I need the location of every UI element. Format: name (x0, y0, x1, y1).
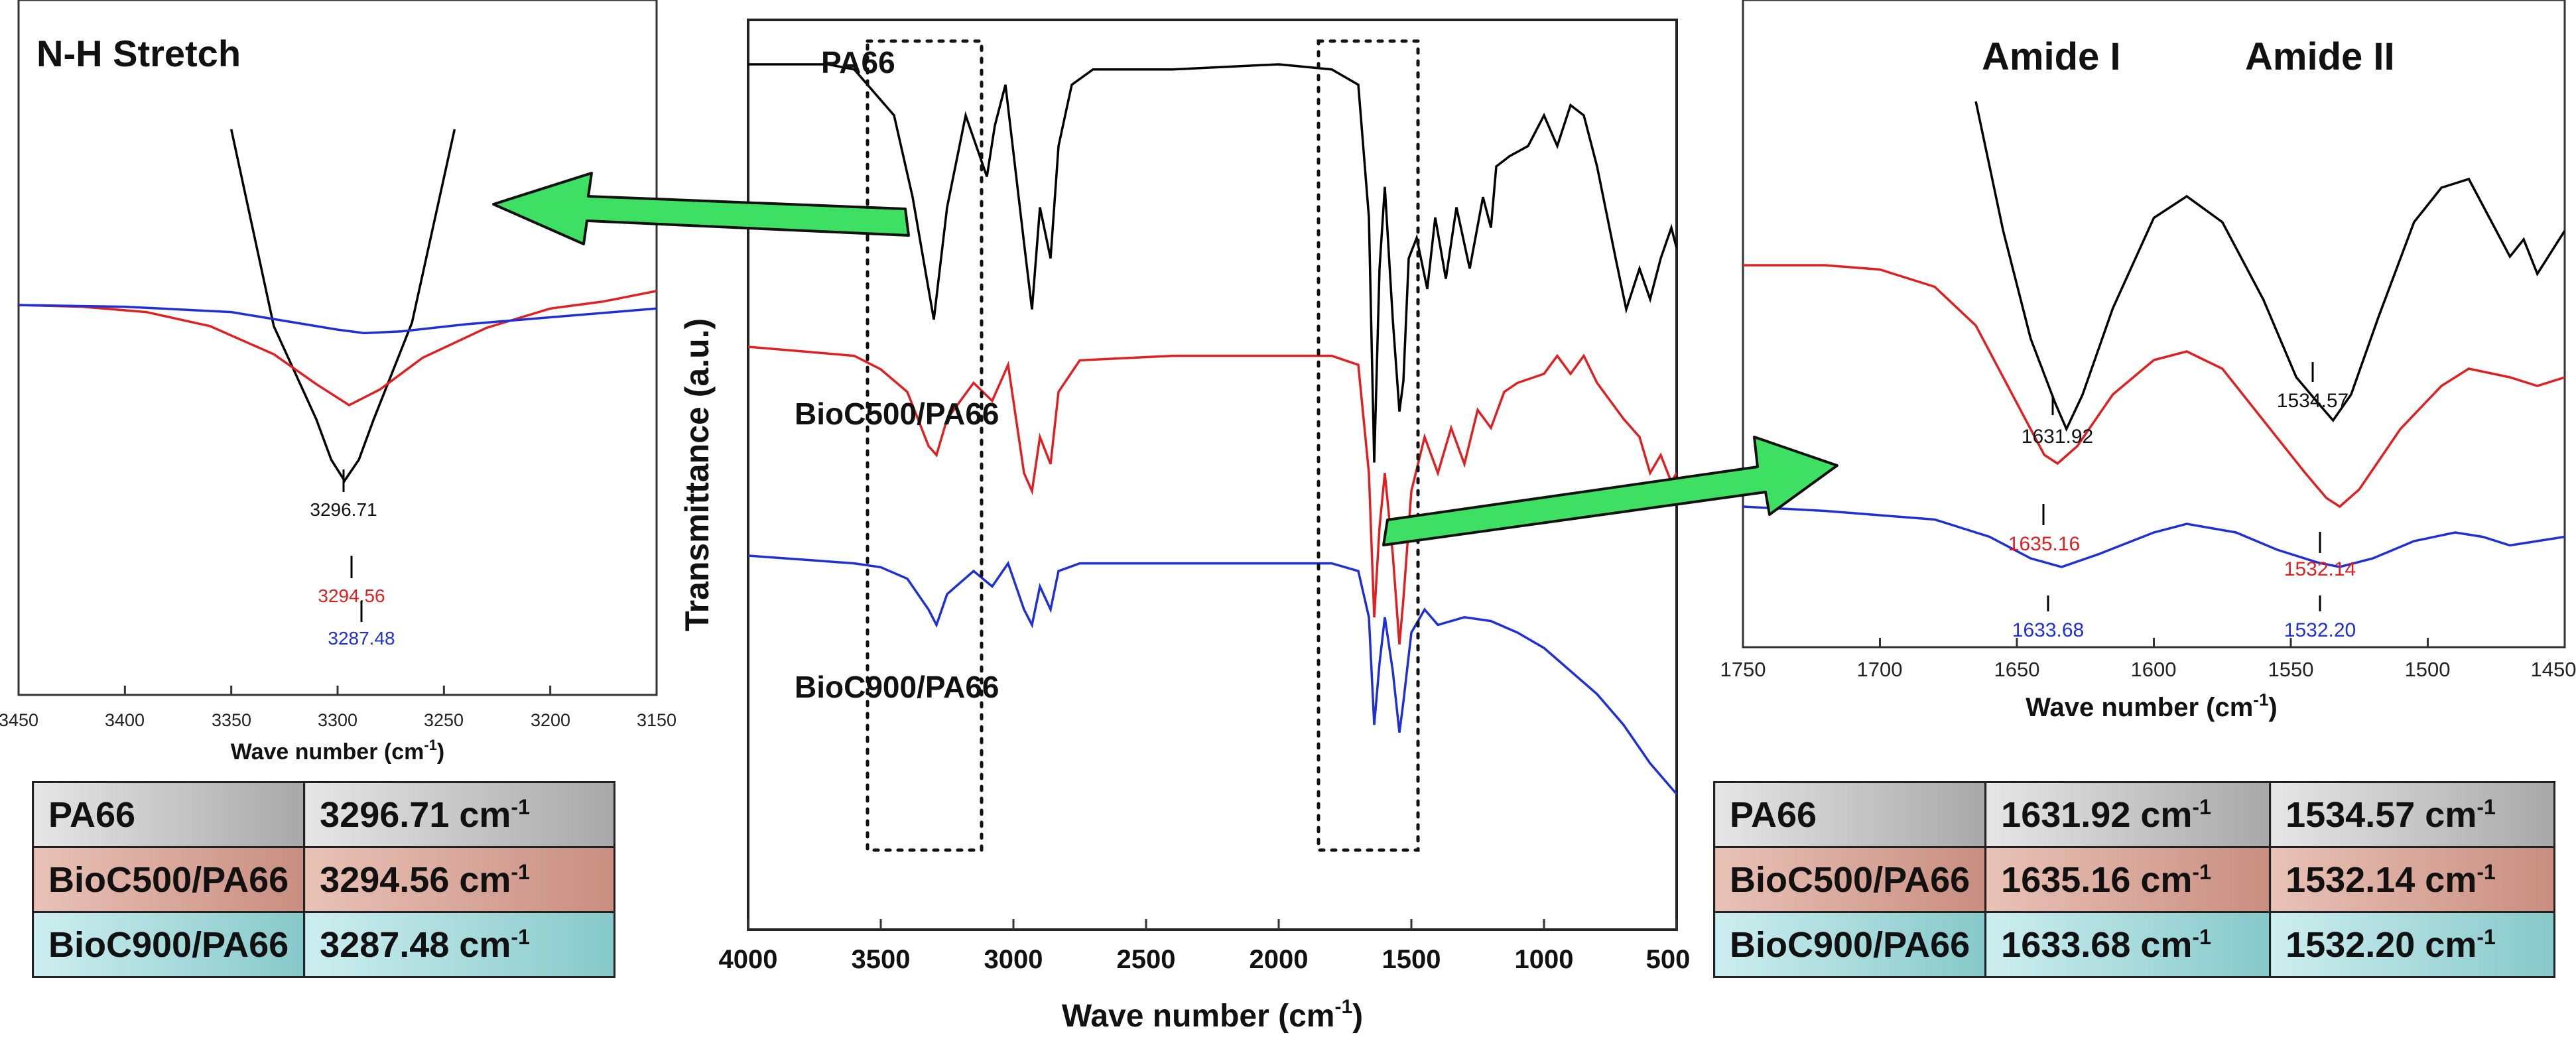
right-x-tick-label: 1700 (1857, 658, 1903, 681)
left-series-bioc900 (19, 304, 657, 335)
right-x-axis-label: Wave number (cm-1) (2026, 690, 2278, 722)
table-cell-sample: PA66 (31, 781, 306, 848)
full-spectrum-plot: Transmittance (a.u.) 4000 3500 3000 2500… (678, 19, 1691, 1034)
table-cell-sample: PA66 (1712, 781, 1987, 848)
table-row: BioC900/PA66 3287.48 cm-1 (31, 911, 615, 978)
left-x-tick-label: 3200 (531, 710, 570, 730)
right-x-tick-label: 1450 (2531, 658, 2576, 681)
table-cell-sample: BioC500/PA66 (31, 846, 306, 913)
nh-stretch-plot: N-H Stretch 3450 3400 3350 3300 3250 320… (0, 0, 676, 765)
right-peak-label-pa66-1: 1631.92 (2022, 426, 2093, 448)
center-x-tick-label: 2000 (1250, 945, 1309, 974)
table-cell-sample: BioC900/PA66 (31, 911, 306, 978)
table-cell-value: 3296.71 cm-1 (303, 781, 615, 848)
table-cell-sample: BioC900/PA66 (1712, 911, 1987, 978)
left-peak-label-pa66: 3296.71 (310, 499, 377, 520)
left-plot-title: N-H Stretch (36, 32, 241, 74)
right-x-tick-label: 1550 (2268, 658, 2314, 681)
left-series-bioc500 (19, 290, 657, 407)
center-x-tick-label: 4000 (719, 945, 778, 974)
center-y-axis-label: Transmittance (a.u.) (678, 318, 716, 631)
table-cell-value: 1631.92 cm-1 (1984, 781, 2272, 848)
left-x-axis: 3450 3400 3350 3300 3250 3200 3150 Wave … (0, 686, 676, 765)
amide-i-title: Amide I (1982, 35, 2121, 78)
center-series-bioc900 (748, 554, 1677, 795)
table-cell-value: 3287.48 cm-1 (303, 911, 615, 978)
right-peak-label-bioc900-2: 1532.20 (2284, 619, 2356, 641)
table-row: PA66 3296.71 cm-1 (31, 781, 615, 848)
center-series-pa66 (748, 63, 1677, 463)
center-x-tick-label: 2500 (1117, 945, 1176, 974)
right-peak-label-bioc500-1: 1635.16 (2008, 533, 2080, 555)
amide-plot: 1750 1700 1650 1600 1550 1500 1450 Wave … (1720, 0, 2576, 722)
center-x-tick-label: 3500 (852, 945, 911, 974)
amide-ii-title: Amide II (2245, 35, 2395, 78)
table-row: BioC500/PA66 1635.16 cm-1 1532.14 cm-1 (1712, 846, 2555, 913)
center-x-tick-label: 500 (1646, 945, 1691, 974)
arrow-to-amide-icon (1382, 436, 1838, 546)
nh-stretch-table: PA66 3296.71 cm-1 BioC500/PA66 3294.56 c… (31, 781, 615, 978)
nh-region-box (866, 39, 984, 852)
center-label-bioc900: BioC900/PA66 (795, 670, 999, 704)
center-series-bioc500 (748, 345, 1677, 645)
left-x-tick-label: 3300 (318, 710, 357, 730)
left-x-tick-label: 3250 (424, 710, 464, 730)
right-series-bioc500 (1743, 264, 2565, 509)
center-label-bioc500: BioC500/PA66 (795, 397, 999, 431)
center-plot-frame (747, 19, 1678, 931)
center-x-axis-label: Wave number (cm-1) (1062, 996, 1363, 1034)
right-x-tick-label: 1500 (2405, 658, 2451, 681)
table-row: PA66 1631.92 cm-1 1534.57 cm-1 (1712, 781, 2555, 848)
table-cell-value: 1635.16 cm-1 (1984, 846, 2272, 913)
arrow-to-nh-stretch-icon (492, 172, 910, 245)
center-x-tick-marks (747, 919, 1678, 930)
right-series-bioc900 (1743, 505, 2565, 568)
center-x-tick-label: 1000 (1515, 945, 1574, 974)
right-x-tick-marks (1742, 638, 2566, 647)
table-cell-sample: BioC500/PA66 (1712, 846, 1987, 913)
left-peak-label-bioc900: 3287.48 (328, 628, 395, 649)
table-cell-value: 1633.68 cm-1 (1984, 911, 2272, 978)
left-x-tick-label: 3450 (0, 710, 38, 730)
left-x-axis-label: Wave number (cm-1) (231, 737, 444, 765)
right-x-tick-label: 1750 (1720, 658, 1766, 681)
right-peak-label-pa66-2: 1534.57 (2277, 390, 2349, 412)
center-label-pa66: PA66 (821, 45, 895, 80)
table-cell-value: 1532.20 cm-1 (2269, 911, 2555, 978)
amide-region-box (1317, 39, 1420, 852)
table-cell-value: 3294.56 cm-1 (303, 846, 615, 913)
table-cell-value: 1532.14 cm-1 (2269, 846, 2555, 913)
center-x-axis: 4000 3500 3000 2500 2000 1500 1000 500 W… (719, 919, 1691, 1034)
left-x-tick-label: 3400 (105, 710, 145, 730)
left-series-pa66 (229, 129, 456, 483)
amide-table: PA66 1631.92 cm-1 1534.57 cm-1 BioC500/P… (1712, 781, 2555, 978)
table-cell-value: 1534.57 cm-1 (2269, 781, 2555, 848)
right-series-pa66 (1974, 101, 2565, 432)
left-x-tick-label: 3150 (637, 710, 676, 730)
left-x-tick-marks (17, 686, 658, 695)
center-x-tick-label: 1500 (1382, 945, 1441, 974)
right-x-tick-label: 1600 (2131, 658, 2177, 681)
table-row: BioC500/PA66 3294.56 cm-1 (31, 846, 615, 913)
right-peak-label-bioc900-1: 1633.68 (2012, 619, 2084, 641)
right-peak-label-bioc500-2: 1532.14 (2284, 558, 2356, 580)
left-peak-label-bioc500: 3294.56 (318, 586, 385, 606)
right-plot-frame (1742, 0, 2566, 649)
left-x-tick-label: 3350 (212, 710, 251, 730)
right-x-axis: 1750 1700 1650 1600 1550 1500 1450 Wave … (1720, 638, 2576, 722)
center-x-tick-label: 3000 (984, 945, 1043, 974)
right-x-tick-label: 1650 (1994, 658, 2040, 681)
table-row: BioC900/PA66 1633.68 cm-1 1532.20 cm-1 (1712, 911, 2555, 978)
